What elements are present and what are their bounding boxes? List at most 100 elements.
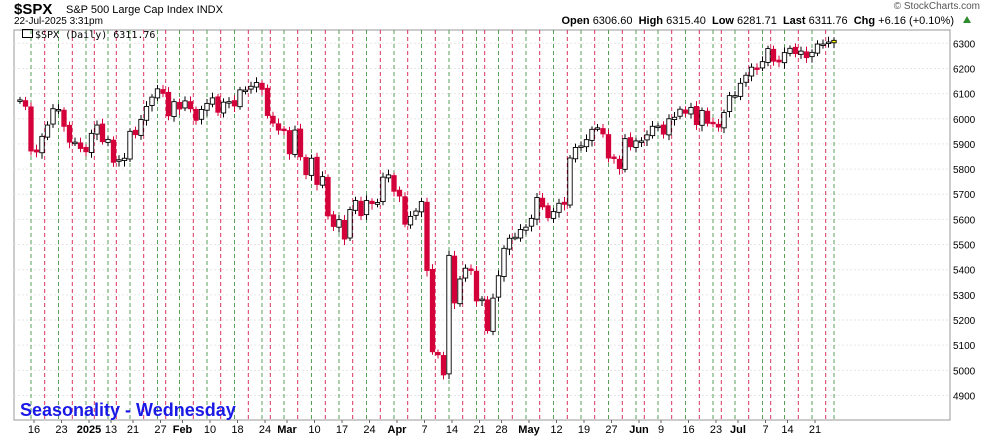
candle-body xyxy=(495,275,502,298)
candle-body xyxy=(572,147,579,160)
x-tick-label: 13 xyxy=(105,424,117,436)
x-tick-label: 28 xyxy=(495,424,507,436)
candle-body xyxy=(50,108,56,125)
low-label: Low xyxy=(711,15,734,27)
candle-body xyxy=(787,47,793,54)
y-tick-label: 5300 xyxy=(953,291,976,302)
candle-body xyxy=(666,118,672,136)
candle-body xyxy=(748,66,755,77)
candle-body xyxy=(369,200,375,205)
candle-body xyxy=(490,297,496,332)
y-tick-label: 5600 xyxy=(953,215,976,226)
open-label: Open xyxy=(561,15,590,27)
candle-body xyxy=(363,200,370,216)
candle-body xyxy=(792,46,799,55)
candle-body xyxy=(781,52,788,64)
candle-body xyxy=(545,205,551,219)
candle-body xyxy=(605,134,612,159)
candle-body xyxy=(314,156,320,185)
candle-body xyxy=(72,141,78,145)
candle-body xyxy=(539,197,546,208)
candle-body xyxy=(83,147,89,153)
x-tick-label: 10 xyxy=(204,424,216,436)
low-value: 6281.71 xyxy=(737,15,777,27)
x-tick-label: 17 xyxy=(336,424,348,436)
x-tick-label: 16 xyxy=(682,424,694,436)
candle-body xyxy=(699,110,705,126)
candle-body xyxy=(88,132,95,153)
grid-lines xyxy=(14,42,950,396)
x-tick-label: Mar xyxy=(277,424,297,436)
candle-body xyxy=(528,217,535,227)
candle-body xyxy=(330,214,337,227)
candle-body xyxy=(798,50,804,55)
candle-body xyxy=(424,201,430,271)
candles xyxy=(17,36,837,380)
x-tick-label: 9 xyxy=(658,424,664,436)
candle-body xyxy=(341,219,348,240)
candle-body xyxy=(688,107,694,115)
candle-body xyxy=(583,139,590,148)
candle-body xyxy=(165,91,172,117)
y-tick-label: 5800 xyxy=(953,165,976,176)
candle-body xyxy=(578,145,584,148)
candle-body xyxy=(737,82,744,97)
candle-body xyxy=(176,101,183,110)
candle-body xyxy=(182,100,188,109)
candle-body xyxy=(616,158,623,170)
x-tick-label: 21 xyxy=(809,424,821,436)
x-tick-label: 7 xyxy=(762,424,768,436)
x-tick-label: 10 xyxy=(308,424,320,436)
y-tick-label: 5000 xyxy=(953,366,976,377)
candle-body xyxy=(127,130,133,160)
candle-body xyxy=(352,200,359,211)
candle-body xyxy=(517,229,524,239)
candle-body xyxy=(215,96,221,113)
chg-value: +6.16 (+0.10%) xyxy=(878,15,954,27)
candle-body xyxy=(512,236,518,240)
candle-body xyxy=(77,142,84,149)
legend-swatch-icon xyxy=(22,29,33,38)
candle-body xyxy=(743,74,749,83)
candle-body xyxy=(435,352,441,356)
chg-label: Chg xyxy=(853,15,876,27)
candle-body xyxy=(825,41,832,44)
candle-body xyxy=(622,138,628,170)
x-tick-label: Jun xyxy=(629,424,649,436)
candle-body xyxy=(501,247,507,277)
candle-body xyxy=(754,67,760,70)
candle-body xyxy=(44,124,51,138)
candle-body xyxy=(693,105,700,126)
candle-body xyxy=(204,102,210,111)
candle-body xyxy=(655,125,661,129)
candle-body xyxy=(803,51,810,59)
candle-body xyxy=(638,140,645,143)
candle-body xyxy=(671,116,678,120)
candle-body xyxy=(171,101,177,117)
candle-body xyxy=(484,299,491,332)
candle-body xyxy=(457,278,463,305)
chart-date: 22-Jul-2025 3:31pm xyxy=(14,16,103,27)
candle-body xyxy=(402,196,408,225)
y-tick-label: 5700 xyxy=(953,190,976,201)
candle-body xyxy=(644,134,650,141)
y-tick-label: 5900 xyxy=(953,140,976,151)
y-tick-label: 6100 xyxy=(953,90,976,101)
candle-body xyxy=(319,176,326,186)
candle-body xyxy=(391,175,397,192)
up-arrow-icon xyxy=(963,16,971,23)
candle-body xyxy=(677,108,683,117)
candle-body xyxy=(407,215,414,226)
x-tick-label: 14 xyxy=(781,424,793,436)
candle-body xyxy=(259,82,265,90)
y-tick-label: 5200 xyxy=(953,316,976,327)
candle-body xyxy=(776,59,782,63)
candle-body xyxy=(22,100,29,107)
y-tick-label: 4900 xyxy=(953,392,976,403)
x-tick-label: 23 xyxy=(55,424,67,436)
candle-body xyxy=(220,101,227,114)
candle-body xyxy=(715,123,722,128)
candle-body xyxy=(534,197,540,220)
candle-body xyxy=(143,105,150,121)
candle-body xyxy=(105,138,111,143)
